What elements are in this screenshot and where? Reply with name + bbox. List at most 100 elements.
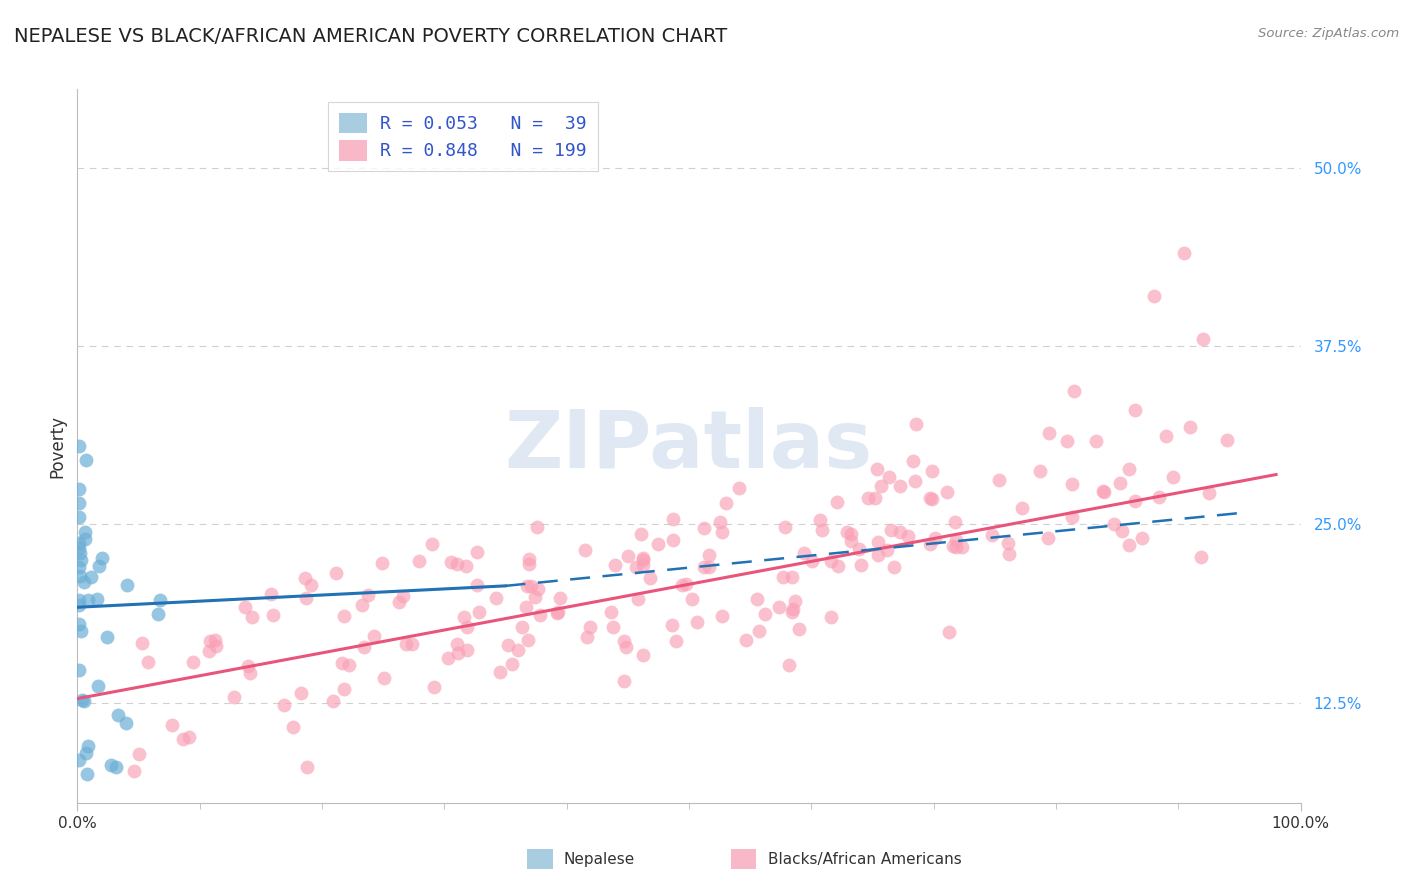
- Point: [160, 718, 183, 732]
- Point: [73, 693, 96, 707]
- Point: [294, 571, 316, 585]
- Point: [748, 624, 770, 638]
- Point: [86, 591, 108, 606]
- Point: [67, 439, 90, 453]
- Point: [938, 625, 960, 640]
- Point: [920, 491, 942, 505]
- Point: [107, 708, 129, 723]
- Point: [825, 494, 848, 508]
- Point: [785, 594, 807, 608]
- Point: [631, 553, 654, 567]
- Point: [780, 605, 803, 619]
- Point: [835, 525, 858, 540]
- Point: [465, 577, 488, 591]
- Point: [239, 666, 262, 681]
- Point: [863, 491, 886, 505]
- Point: [800, 553, 823, 567]
- Point: [782, 602, 804, 616]
- Point: [727, 481, 749, 495]
- Point: [392, 589, 415, 603]
- Point: [301, 578, 323, 592]
- Point: [401, 637, 423, 651]
- Point: [1154, 429, 1177, 443]
- Point: [67, 541, 90, 555]
- Point: [75, 453, 97, 467]
- Point: [1216, 434, 1239, 448]
- Point: [198, 633, 221, 648]
- Point: [876, 543, 898, 558]
- Point: [136, 655, 159, 669]
- Point: [67, 510, 90, 524]
- Point: [839, 527, 862, 541]
- Point: [945, 540, 967, 554]
- Point: [613, 633, 636, 648]
- Point: [149, 592, 172, 607]
- Point: [297, 760, 319, 774]
- Point: [283, 720, 305, 734]
- Point: [631, 551, 654, 566]
- Point: [240, 609, 263, 624]
- Point: [91, 551, 114, 566]
- Point: [1180, 420, 1202, 434]
- Point: [1038, 426, 1060, 441]
- Point: [661, 617, 683, 632]
- Point: [1130, 532, 1153, 546]
- Point: [67, 496, 90, 510]
- Point: [322, 694, 344, 708]
- Point: [128, 747, 150, 762]
- Point: [1118, 538, 1140, 552]
- Point: [80, 570, 103, 584]
- Text: ZIPatlas: ZIPatlas: [505, 407, 873, 485]
- Point: [924, 532, 946, 546]
- Point: [903, 474, 925, 488]
- Point: [950, 540, 973, 554]
- Point: [529, 608, 551, 623]
- Point: [675, 577, 697, 591]
- Point: [204, 639, 226, 653]
- Point: [423, 681, 446, 695]
- Point: [686, 615, 709, 629]
- Point: [943, 515, 966, 529]
- Point: [662, 533, 685, 548]
- Point: [357, 588, 380, 602]
- Point: [87, 679, 110, 693]
- Point: [546, 606, 568, 620]
- Point: [67, 598, 90, 612]
- Point: [67, 753, 90, 767]
- Point: [614, 640, 637, 655]
- Point: [67, 663, 90, 677]
- Point: [997, 535, 1019, 549]
- Text: Blacks/African Americans: Blacks/African Americans: [768, 853, 962, 868]
- Point: [222, 690, 245, 704]
- Point: [75, 532, 97, 546]
- Point: [516, 579, 538, 593]
- Point: [879, 469, 901, 483]
- Point: [754, 607, 776, 622]
- Point: [260, 587, 283, 601]
- Point: [998, 547, 1021, 561]
- Point: [665, 634, 688, 648]
- Point: [710, 525, 733, 540]
- Point: [408, 554, 430, 568]
- Point: [67, 616, 90, 631]
- Point: [1173, 246, 1195, 260]
- Point: [626, 560, 648, 574]
- Point: [485, 591, 508, 605]
- Point: [333, 681, 356, 696]
- Point: [520, 579, 543, 593]
- Point: [1143, 289, 1166, 303]
- Point: [76, 767, 98, 781]
- Point: [446, 638, 468, 652]
- Point: [117, 578, 139, 592]
- Point: [711, 609, 734, 624]
- Point: [1092, 485, 1115, 500]
- Point: [671, 578, 693, 592]
- Point: [820, 554, 842, 568]
- Point: [870, 479, 893, 493]
- Point: [945, 533, 967, 548]
- Point: [330, 656, 353, 670]
- Point: [73, 524, 96, 539]
- Point: [905, 417, 928, 432]
- Point: [96, 630, 118, 644]
- Point: [810, 523, 832, 537]
